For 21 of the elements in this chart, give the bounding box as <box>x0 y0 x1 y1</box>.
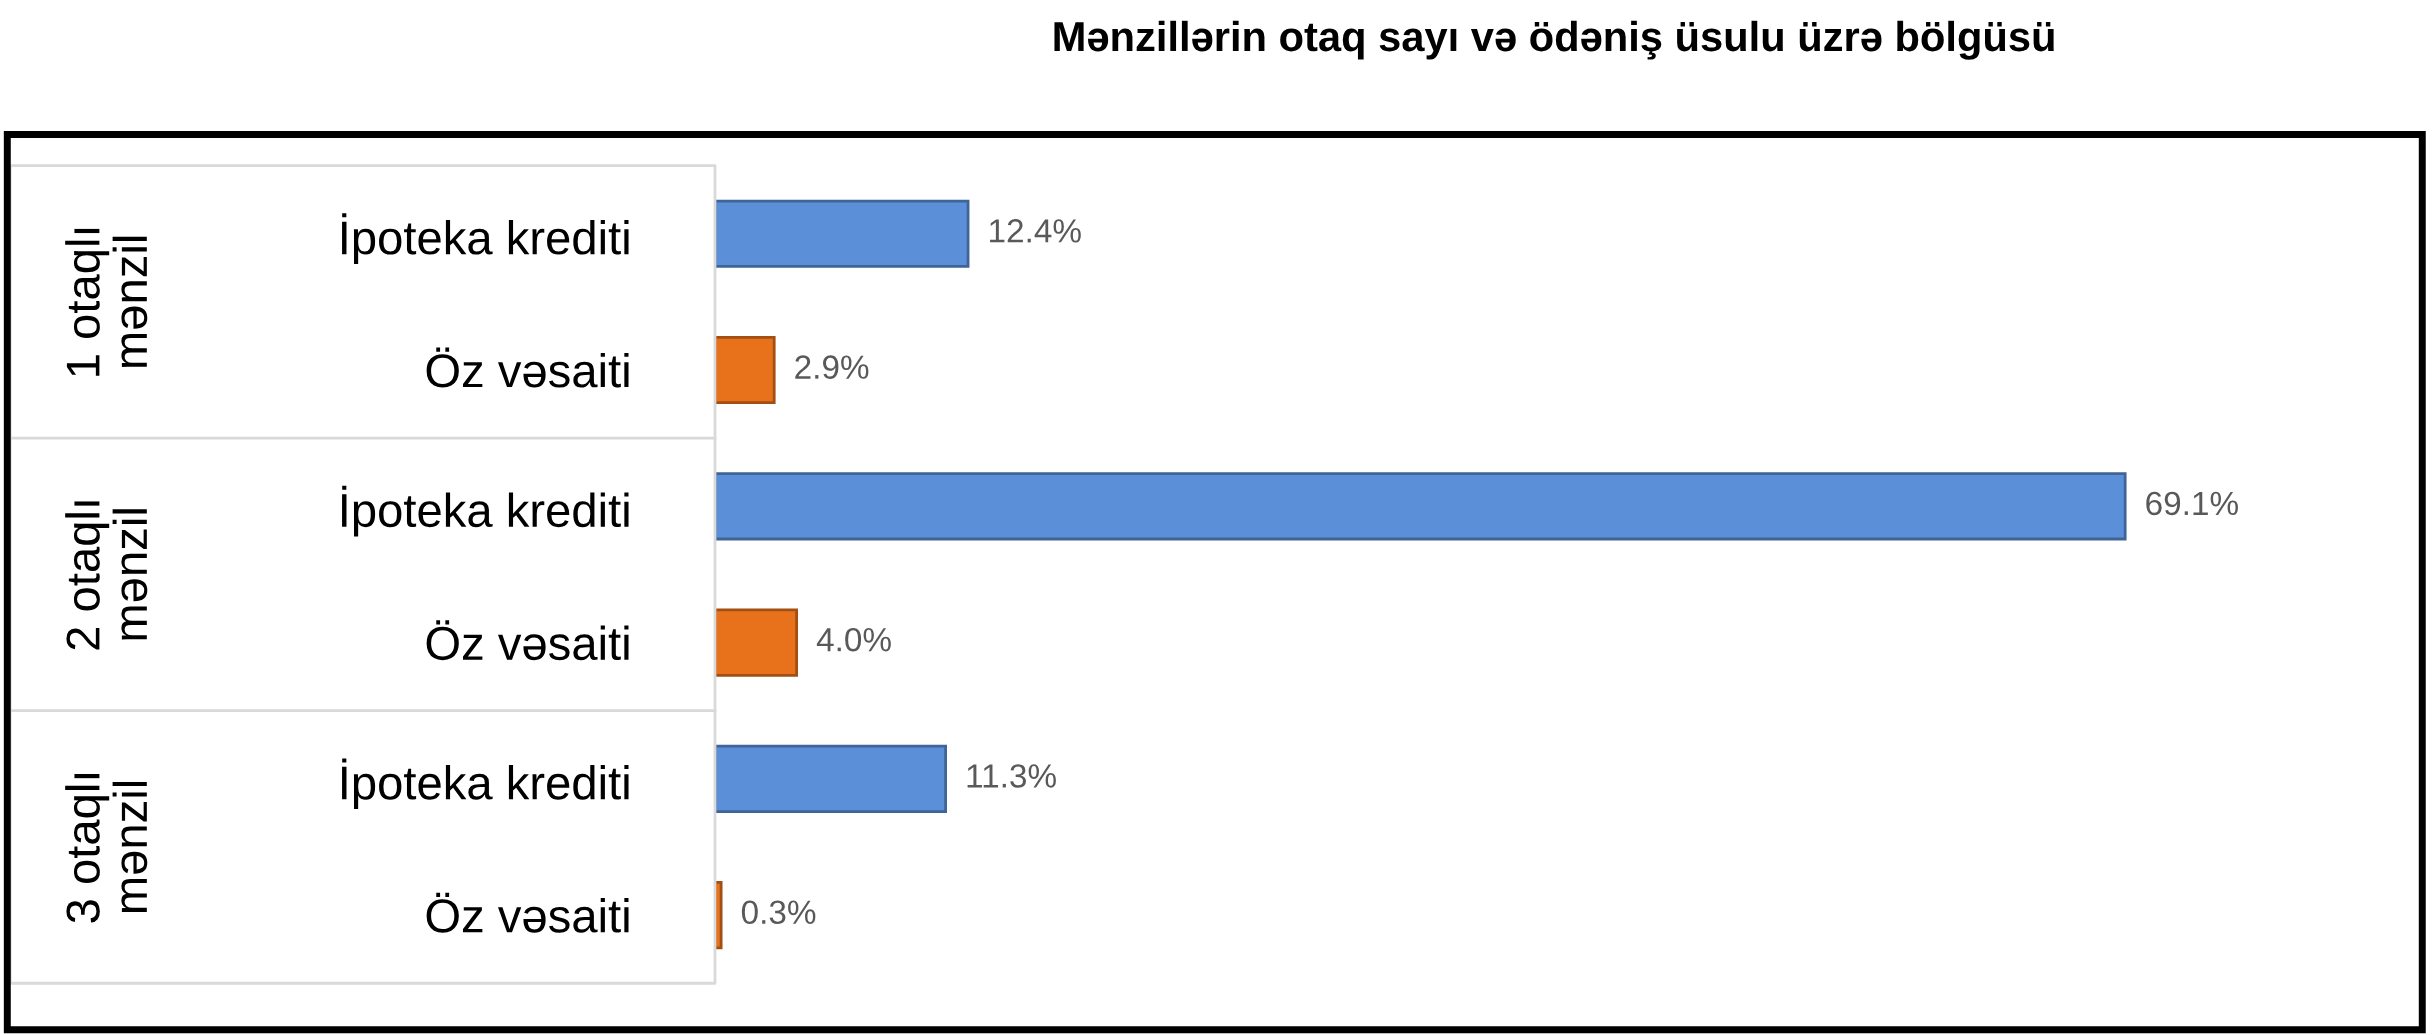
data-label: 2.9% <box>795 355 869 379</box>
data-label: 0.3% <box>741 900 816 925</box>
data-label: 12.4% <box>990 219 1081 243</box>
y-tick-label: İpoteka krediti <box>342 213 629 264</box>
y-tick-label: Öz vəsaiti <box>426 347 629 388</box>
text: 3 otaqlı mənzil <box>65 774 148 923</box>
data-label: 69.1% <box>2146 491 2238 516</box>
bar <box>715 472 2127 541</box>
y-tick-label: İpoteka krediti <box>342 758 629 810</box>
bar <box>715 335 776 405</box>
y-tick-label: İpoteka krediti <box>342 485 629 537</box>
text: 1 otaqlı mənzil <box>65 228 148 376</box>
bar <box>715 199 970 268</box>
data-label: 4.0% <box>816 627 891 652</box>
text: 2 otaqlı mənzil <box>65 501 148 650</box>
y-tick-label: Öz vəsaiti <box>426 892 629 933</box>
data-label: 11.3% <box>967 764 1056 788</box>
y-tick-label: Öz vəsaiti <box>426 620 629 661</box>
bar <box>715 608 799 677</box>
bar <box>715 744 947 813</box>
chart-title: Mənzillərin otaq sayı və ödəniş üsulu üzrə bölgüsü <box>1054 20 2054 60</box>
